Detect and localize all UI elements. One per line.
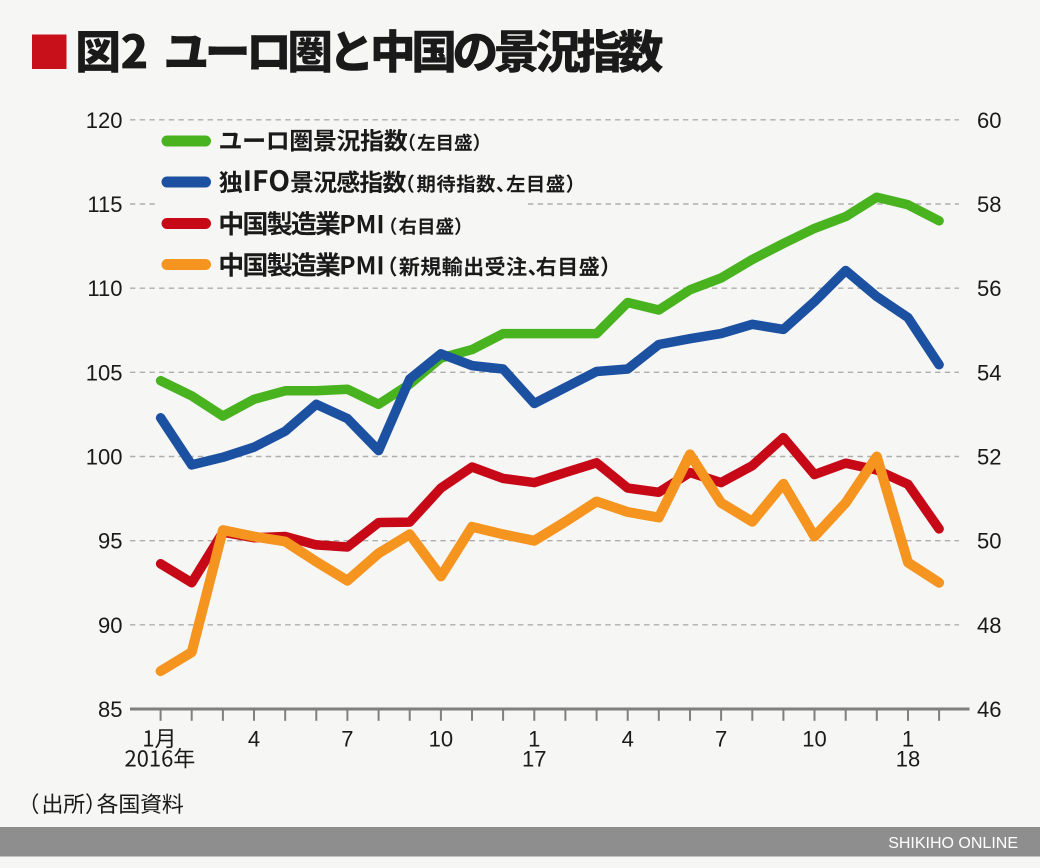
svg-text:10: 10 — [429, 727, 453, 752]
svg-text:18: 18 — [896, 747, 920, 772]
svg-text:10: 10 — [802, 727, 826, 752]
svg-text:105: 105 — [86, 360, 123, 385]
svg-text:58: 58 — [977, 192, 1001, 217]
svg-text:17: 17 — [522, 747, 546, 772]
svg-text:115: 115 — [87, 192, 122, 217]
svg-text:56: 56 — [977, 276, 1001, 301]
svg-text:7: 7 — [715, 727, 727, 752]
svg-text:1: 1 — [902, 727, 914, 752]
svg-text:100: 100 — [86, 445, 123, 470]
svg-text:110: 110 — [87, 276, 122, 301]
svg-text:46: 46 — [977, 697, 1001, 722]
svg-text:95: 95 — [98, 529, 122, 554]
svg-text:52: 52 — [977, 445, 1001, 470]
svg-text:SHIKIHO ONLINE: SHIKIHO ONLINE — [888, 835, 1018, 852]
svg-text:120: 120 — [86, 108, 123, 133]
svg-text:4: 4 — [622, 727, 634, 752]
svg-text:60: 60 — [977, 108, 1001, 133]
svg-text:50: 50 — [977, 529, 1001, 554]
svg-text:4: 4 — [248, 727, 260, 752]
svg-text:1: 1 — [528, 727, 540, 752]
svg-text:54: 54 — [977, 360, 1001, 385]
svg-text:85: 85 — [98, 697, 122, 722]
svg-text:48: 48 — [977, 613, 1001, 638]
svg-text:90: 90 — [98, 613, 122, 638]
svg-text:7: 7 — [341, 727, 353, 752]
